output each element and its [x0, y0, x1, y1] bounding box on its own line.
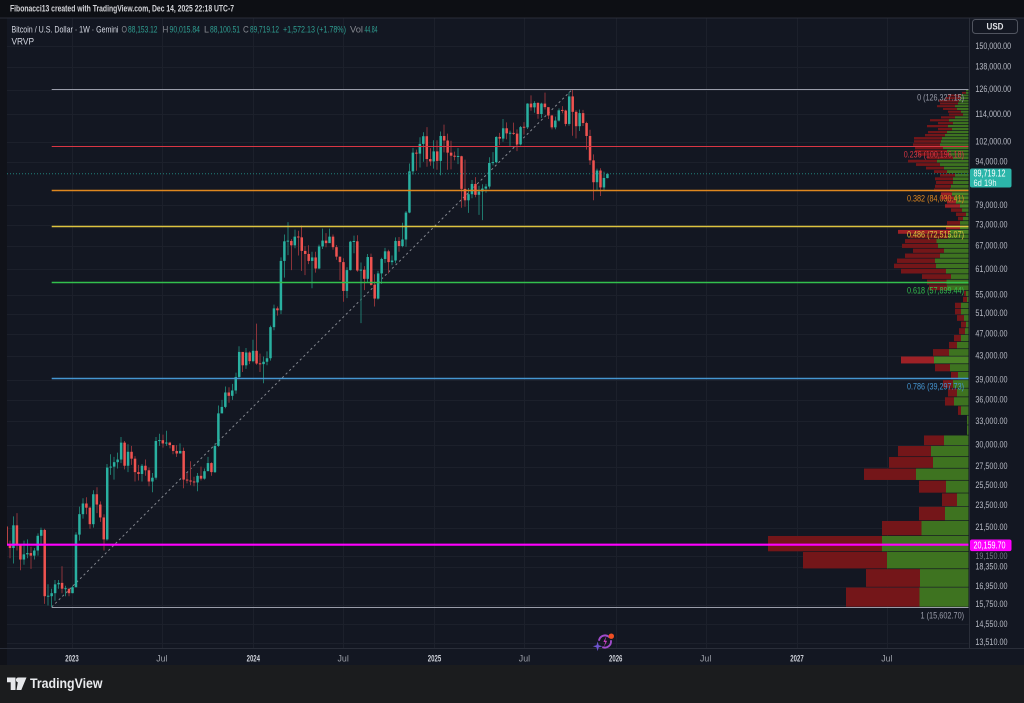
svg-text:150,000.00: 150,000.00: [975, 41, 1011, 52]
svg-text:2027: 2027: [790, 653, 803, 664]
svg-text:0.486 (72,515.07): 0.486 (72,515.07): [907, 229, 964, 239]
svg-text:Bitcoin / U.S. Dollar · 1W · G: Bitcoin / U.S. Dollar · 1W · Gemini: [12, 24, 119, 34]
svg-text:0.236 (100,196.18): 0.236 (100,196.18): [904, 149, 964, 159]
svg-text:138,000.00: 138,000.00: [975, 62, 1011, 73]
svg-text:6d 19h: 6d 19h: [974, 178, 997, 189]
svg-text:18,350.00: 18,350.00: [975, 561, 1007, 572]
svg-text:USD: USD: [987, 22, 1004, 33]
svg-text:Jul: Jul: [156, 653, 167, 664]
svg-text:0.618 (57,899.44): 0.618 (57,899.44): [907, 285, 964, 295]
svg-text:2026: 2026: [609, 653, 622, 664]
svg-text:0.382 (84,030.41): 0.382 (84,030.41): [907, 193, 964, 203]
svg-text:27,500.00: 27,500.00: [975, 461, 1007, 472]
svg-text:114,000.00: 114,000.00: [975, 109, 1011, 120]
svg-text:L: L: [204, 24, 209, 34]
svg-text:VRVP: VRVP: [12, 36, 35, 46]
svg-text:2024: 2024: [247, 653, 261, 664]
svg-text:Jul: Jul: [881, 653, 892, 664]
svg-text:H: H: [163, 24, 169, 34]
svg-text:94,000.00: 94,000.00: [975, 157, 1007, 168]
svg-text:61,000.00: 61,000.00: [975, 264, 1007, 275]
svg-text:15,750.00: 15,750.00: [975, 599, 1007, 610]
svg-text:2025: 2025: [428, 653, 442, 664]
svg-text:TradingView: TradingView: [30, 676, 103, 691]
svg-text:88,100.51: 88,100.51: [210, 24, 240, 34]
svg-text:39,000.00: 39,000.00: [975, 375, 1007, 386]
svg-text:126,000.00: 126,000.00: [975, 84, 1011, 95]
svg-text:47,000.00: 47,000.00: [975, 328, 1007, 339]
svg-text:Vol: Vol: [350, 24, 363, 34]
svg-text:55,000.00: 55,000.00: [975, 290, 1007, 301]
svg-text:79,000.00: 79,000.00: [975, 200, 1007, 211]
svg-text:13,510.00: 13,510.00: [975, 637, 1007, 648]
svg-text:Fibonacci13 created with Tradi: Fibonacci13 created with TradingView.com…: [10, 4, 234, 14]
svg-text:0.786 (39,297.73): 0.786 (39,297.73): [907, 381, 964, 391]
svg-text:89,719.12: 89,719.12: [974, 169, 1006, 180]
svg-text:102,000.00: 102,000.00: [975, 137, 1011, 148]
svg-text:14,550.00: 14,550.00: [975, 619, 1007, 630]
svg-text:Jul: Jul: [700, 653, 711, 664]
svg-text:67,000.00: 67,000.00: [975, 241, 1007, 252]
svg-text:O: O: [122, 24, 128, 34]
svg-text:88,153.12: 88,153.12: [128, 24, 158, 34]
svg-text:19,150.00: 19,150.00: [975, 551, 1007, 562]
svg-text:2023: 2023: [65, 653, 78, 664]
svg-text:0 (126,327.15): 0 (126,327.15): [917, 92, 964, 102]
svg-text:C: C: [243, 24, 249, 34]
svg-text:51,000.00: 51,000.00: [975, 308, 1007, 319]
svg-text:44.84: 44.84: [365, 24, 378, 34]
svg-text:90,015.84: 90,015.84: [170, 24, 201, 34]
svg-text:21,500.00: 21,500.00: [975, 522, 1007, 533]
svg-text:33,000.00: 33,000.00: [975, 416, 1007, 427]
svg-text:73,000.00: 73,000.00: [975, 219, 1007, 230]
svg-text:16,950.00: 16,950.00: [975, 581, 1007, 592]
svg-text:1 (15,602.70): 1 (15,602.70): [921, 610, 965, 620]
svg-text:43,000.00: 43,000.00: [975, 350, 1007, 361]
svg-text:Jul: Jul: [338, 653, 349, 664]
svg-text:20,159.70: 20,159.70: [974, 540, 1006, 551]
svg-text:30,000.00: 30,000.00: [975, 440, 1007, 451]
svg-text:+1,572.13 (+1.78%): +1,572.13 (+1.78%): [283, 24, 346, 34]
svg-text:25,500.00: 25,500.00: [975, 480, 1007, 491]
svg-text:89,719.12: 89,719.12: [250, 24, 279, 34]
svg-text:23,500.00: 23,500.00: [975, 500, 1007, 511]
svg-text:36,000.00: 36,000.00: [975, 394, 1007, 405]
svg-text:Jul: Jul: [519, 653, 530, 664]
